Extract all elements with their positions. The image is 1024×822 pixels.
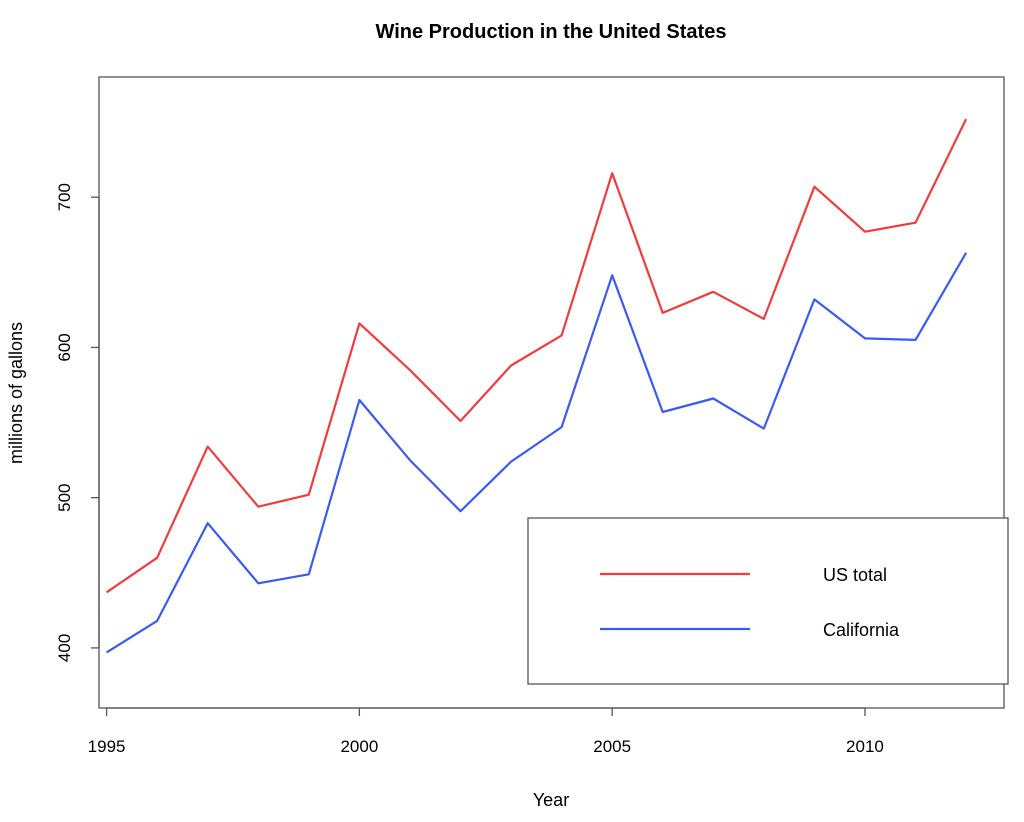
y-tick-label: 600 bbox=[55, 333, 74, 361]
chart-title: Wine Production in the United States bbox=[376, 21, 727, 43]
x-axis-label: Year bbox=[533, 790, 569, 810]
series-lines bbox=[105, 118, 968, 654]
legend: US total California bbox=[527, 517, 1009, 685]
y-tick-label: 500 bbox=[55, 483, 74, 511]
x-tick-label: 2010 bbox=[846, 737, 884, 756]
series-line-california bbox=[106, 252, 968, 654]
x-tick-label: 2005 bbox=[593, 737, 631, 756]
x-tick-label: 1995 bbox=[88, 737, 126, 756]
series-line-us-total bbox=[105, 118, 968, 594]
y-axis: 400 500 600 700 bbox=[55, 183, 100, 662]
y-tick-label: 400 bbox=[55, 634, 74, 662]
legend-box bbox=[527, 517, 1009, 685]
legend-label: US total bbox=[823, 565, 887, 585]
y-tick-label: 700 bbox=[55, 183, 74, 211]
y-axis-label: millions of gallons bbox=[6, 322, 26, 464]
x-axis: 1995 2000 2005 2010 bbox=[88, 707, 884, 756]
x-tick-label: 2000 bbox=[340, 737, 378, 756]
legend-label: California bbox=[823, 620, 900, 640]
